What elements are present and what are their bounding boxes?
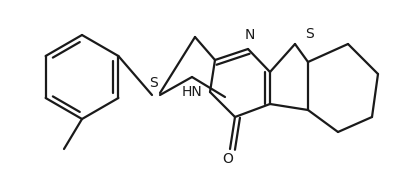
Text: N: N <box>245 28 255 42</box>
Text: S: S <box>305 27 313 41</box>
Text: HN: HN <box>182 85 202 99</box>
Text: S: S <box>149 76 157 90</box>
Text: O: O <box>222 152 234 166</box>
